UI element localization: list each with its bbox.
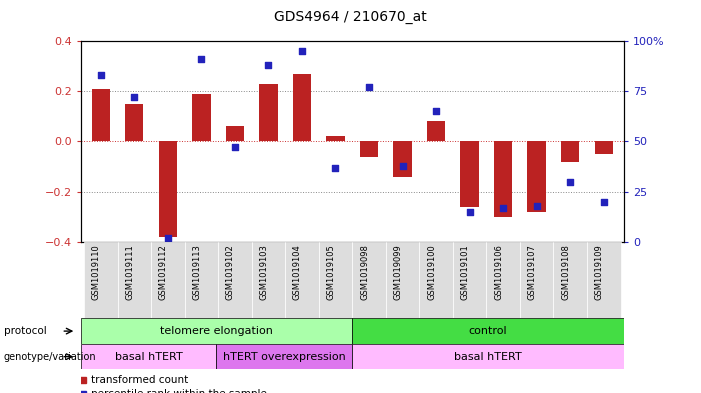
Text: transformed count: transformed count xyxy=(91,375,189,385)
Bar xyxy=(386,242,419,318)
Text: basal hTERT: basal hTERT xyxy=(454,352,522,362)
Bar xyxy=(158,141,177,237)
Point xyxy=(263,62,274,68)
Text: GSM1019105: GSM1019105 xyxy=(327,244,336,300)
Point xyxy=(598,198,609,205)
Bar xyxy=(353,318,624,344)
Bar xyxy=(92,89,110,141)
Text: GSM1019111: GSM1019111 xyxy=(125,244,135,300)
Text: GSM1019099: GSM1019099 xyxy=(393,244,402,300)
Bar xyxy=(594,141,613,154)
Text: telomere elongation: telomere elongation xyxy=(160,326,273,336)
Text: hTERT overexpression: hTERT overexpression xyxy=(223,352,346,362)
Text: GSM1019107: GSM1019107 xyxy=(528,244,537,300)
Text: percentile rank within the sample: percentile rank within the sample xyxy=(91,389,267,393)
Bar xyxy=(554,242,587,318)
Text: GSM1019106: GSM1019106 xyxy=(494,244,503,300)
Bar xyxy=(527,141,546,211)
Point xyxy=(498,204,509,211)
Bar xyxy=(84,242,118,318)
Point xyxy=(464,208,475,215)
Text: GSM1019108: GSM1019108 xyxy=(562,244,570,300)
Text: GSM1019110: GSM1019110 xyxy=(92,244,101,300)
Bar xyxy=(326,136,345,141)
Text: genotype/variation: genotype/variation xyxy=(4,352,96,362)
Bar xyxy=(427,121,445,141)
Bar xyxy=(486,242,520,318)
Bar xyxy=(461,141,479,207)
Text: control: control xyxy=(469,326,508,336)
Bar xyxy=(81,318,353,344)
Text: GSM1019102: GSM1019102 xyxy=(226,244,235,300)
Bar xyxy=(393,141,411,176)
Point xyxy=(330,164,341,171)
Text: basal hTERT: basal hTERT xyxy=(115,352,182,362)
Text: GSM1019098: GSM1019098 xyxy=(360,244,369,300)
Bar xyxy=(419,242,453,318)
Bar xyxy=(252,242,285,318)
Bar xyxy=(561,141,580,162)
Bar xyxy=(81,344,217,369)
Bar xyxy=(494,141,512,217)
Point xyxy=(430,108,442,114)
Text: GSM1019103: GSM1019103 xyxy=(259,244,268,300)
Point xyxy=(531,202,543,209)
Text: GSM1019113: GSM1019113 xyxy=(192,244,201,300)
Text: GDS4964 / 210670_at: GDS4964 / 210670_at xyxy=(274,10,427,24)
Bar xyxy=(218,242,252,318)
Text: GSM1019104: GSM1019104 xyxy=(293,244,302,300)
Bar xyxy=(587,242,620,318)
Bar xyxy=(293,74,311,141)
Text: GSM1019101: GSM1019101 xyxy=(461,244,470,300)
Bar xyxy=(453,242,486,318)
Bar xyxy=(226,127,244,141)
Text: GSM1019109: GSM1019109 xyxy=(594,244,604,300)
Bar xyxy=(118,242,151,318)
Bar xyxy=(285,242,319,318)
Point xyxy=(95,72,107,79)
Bar xyxy=(151,242,184,318)
Bar xyxy=(217,344,353,369)
Point xyxy=(229,144,240,151)
Bar xyxy=(520,242,554,318)
Bar xyxy=(319,242,353,318)
Bar xyxy=(353,242,386,318)
Point xyxy=(363,84,374,90)
Point xyxy=(162,235,173,241)
Bar xyxy=(360,141,379,156)
Text: GSM1019112: GSM1019112 xyxy=(159,244,168,300)
Point xyxy=(564,178,576,185)
Point xyxy=(397,162,408,169)
Point xyxy=(196,56,207,62)
Bar xyxy=(184,242,218,318)
Bar xyxy=(353,344,624,369)
Text: protocol: protocol xyxy=(4,326,46,336)
Bar xyxy=(259,84,278,141)
Bar xyxy=(125,104,144,141)
Bar xyxy=(192,94,210,141)
Point xyxy=(297,48,308,54)
Text: GSM1019100: GSM1019100 xyxy=(427,244,436,300)
Point xyxy=(129,94,140,101)
